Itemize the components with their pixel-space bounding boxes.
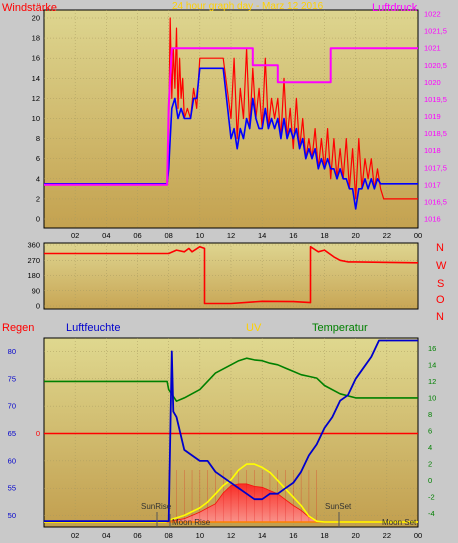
climate-x-tick: 22	[383, 531, 391, 540]
temperature-y-tick: 6	[428, 427, 432, 436]
direction-y-tick: 360	[27, 241, 40, 250]
direction-y-tick: 90	[32, 286, 40, 295]
temperature-y-tick: 16	[428, 344, 436, 353]
rain-y-tick: 0	[36, 429, 40, 438]
temperature-y-tick: 2	[428, 460, 432, 469]
climate-x-tick: 12	[227, 531, 235, 540]
temperature-y-tick: 8	[428, 410, 432, 419]
temperature-y-tick: 4	[428, 443, 432, 452]
moonrise-label: Moon Rise	[172, 518, 211, 527]
climate-x-tick: 10	[196, 531, 204, 540]
temperature-y-tick: 14	[428, 360, 436, 369]
climate-x-tick: 14	[258, 531, 266, 540]
humidity-y-tick: 50	[8, 511, 16, 520]
wind-x-tick: 14	[258, 231, 266, 240]
pressure-axis-title: Luftdruck	[372, 2, 418, 14]
pressure-y-tick: 1018,5	[424, 129, 447, 138]
wind-y-tick: 16	[32, 54, 40, 63]
pressure-y-tick: 1016,5	[424, 197, 447, 206]
moonset-label: Moon Set	[382, 518, 417, 527]
temperature-y-tick: 10	[428, 393, 436, 402]
temperature-line	[44, 357, 418, 403]
wind-y-tick: 8	[36, 134, 40, 143]
pressure-y-tick: 1019	[424, 112, 441, 121]
wind-y-tick: 14	[32, 74, 40, 83]
wind-speed-line	[44, 67, 418, 210]
temperature-y-tick: -4	[428, 509, 435, 518]
climate-x-tick: 02	[71, 531, 79, 540]
humidity-y-tick: 75	[8, 374, 16, 383]
temperature-y-tick: 12	[428, 377, 436, 386]
humidity-label: Luftfeuchte	[66, 322, 120, 334]
wind-y-tick: 2	[36, 194, 40, 203]
pressure-y-tick: 1017,5	[424, 163, 447, 172]
pressure-y-tick: 1017	[424, 180, 441, 189]
pressure-line	[44, 47, 418, 186]
humidity-y-tick: 55	[8, 484, 16, 493]
wind-x-tick: 00	[414, 231, 422, 240]
compass-n-top: N	[436, 242, 444, 254]
humidity-y-tick: 60	[8, 456, 16, 465]
compass-o: O	[436, 294, 445, 306]
temperature-y-tick: -2	[428, 493, 435, 502]
temperature-label: Temperatur	[312, 322, 368, 334]
wind-x-tick: 04	[102, 231, 110, 240]
wind-y-tick: 12	[32, 94, 40, 103]
climate-x-tick: 16	[289, 531, 297, 540]
pressure-y-tick: 1020	[424, 78, 441, 87]
wind-y-tick: 10	[32, 114, 40, 123]
pressure-y-tick: 1020,5	[424, 61, 447, 70]
wind-x-tick: 18	[320, 231, 328, 240]
compass-s: S	[437, 278, 444, 290]
compass-n-bottom: N	[436, 311, 444, 323]
uv-label: UV	[246, 322, 262, 334]
uv-line	[44, 463, 418, 523]
chart-title: 24 hour graph day - Marz 12 2016	[172, 1, 324, 12]
wind-y-tick: 20	[32, 14, 40, 23]
direction-y-tick: 0	[36, 302, 40, 311]
climate-x-tick: 20	[351, 531, 359, 540]
direction-y-tick: 270	[27, 256, 40, 265]
wind-direction-line	[44, 245, 419, 305]
pressure-y-tick: 1016	[424, 215, 441, 224]
humidity-y-tick: 65	[8, 429, 16, 438]
climate-x-tick: 18	[320, 531, 328, 540]
wind-y-tick: 4	[36, 174, 40, 183]
wind-x-tick: 02	[71, 231, 79, 240]
sunset-label: SunSet	[325, 502, 352, 511]
wind-x-tick: 22	[383, 231, 391, 240]
wind-x-tick: 10	[196, 231, 204, 240]
wind-x-tick: 08	[164, 231, 172, 240]
climate-x-tick: 08	[164, 531, 172, 540]
sunrise-label: SunRise	[141, 502, 172, 511]
climate-x-tick: 06	[133, 531, 141, 540]
wind-x-tick: 20	[351, 231, 359, 240]
wind-axis-title: Windstärke	[2, 2, 57, 14]
climate-x-tick: 00	[414, 531, 422, 540]
pressure-y-tick: 1018	[424, 146, 441, 155]
compass-w: W	[436, 260, 447, 272]
wind-y-tick: 0	[36, 215, 40, 224]
humidity-y-tick: 70	[8, 402, 16, 411]
direction-y-tick: 180	[27, 271, 40, 280]
humidity-y-tick: 80	[8, 347, 16, 356]
wind-x-tick: 12	[227, 231, 235, 240]
rain-label: Regen	[2, 322, 34, 334]
pressure-y-tick: 1021,5	[424, 27, 447, 36]
climate-x-tick: 04	[102, 531, 110, 540]
wind-x-tick: 16	[289, 231, 297, 240]
wind-y-tick: 18	[32, 34, 40, 43]
pressure-y-tick: 1022	[424, 10, 441, 19]
wind-x-tick: 06	[133, 231, 141, 240]
pressure-y-tick: 1019,5	[424, 95, 447, 104]
pressure-y-tick: 1021	[424, 44, 441, 53]
temperature-y-tick: 0	[428, 476, 432, 485]
humidity-line	[44, 339, 418, 522]
wind-y-tick: 6	[36, 154, 40, 163]
